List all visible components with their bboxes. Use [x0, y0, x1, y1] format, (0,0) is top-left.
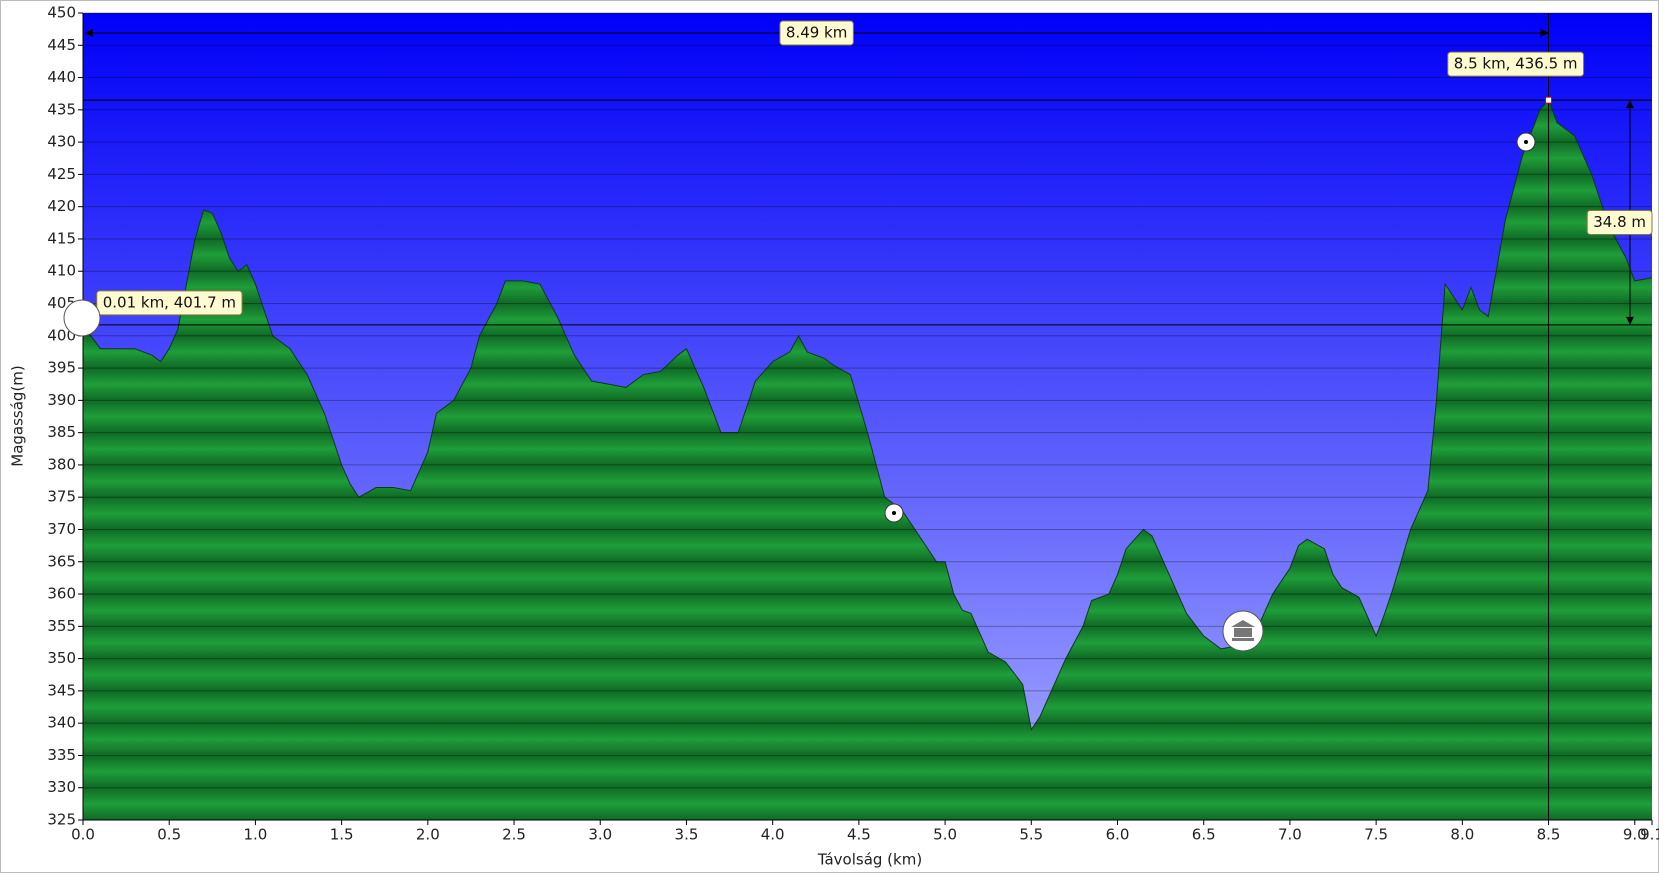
- y-tick-label: 435: [47, 100, 76, 118]
- y-tick-label: 365: [47, 552, 76, 570]
- y-tick-label: 330: [47, 778, 76, 796]
- y-tick-label: 385: [47, 423, 76, 441]
- y-axis-label: Magasság(m): [9, 365, 27, 467]
- y-tick-label: 340: [47, 714, 76, 732]
- point-label-box: [96, 290, 243, 316]
- y-tick-label: 415: [47, 229, 76, 247]
- y-tick-label: 430: [47, 133, 76, 151]
- x-tick-label: 4.5: [847, 826, 871, 844]
- y-tick-label: 335: [47, 746, 76, 764]
- x-tick-label: 1.0: [243, 826, 267, 844]
- y-tick-label: 425: [47, 165, 76, 183]
- x-tick-label: 0.5: [157, 826, 181, 844]
- x-tick-label: 9.0: [1623, 826, 1647, 844]
- museum-glyph: [1231, 620, 1255, 641]
- y-tick-label: 410: [47, 262, 76, 280]
- y-tick-label: 440: [47, 68, 76, 86]
- elevation-difference-label-box: [1586, 209, 1653, 235]
- x-tick-label: 3.5: [675, 826, 699, 844]
- point-label: 8.5 km, 436.5 m: [1454, 55, 1578, 73]
- point-label: 0.01 km, 401.7 m: [103, 293, 236, 311]
- x-tick-label: 3.0: [588, 826, 612, 844]
- x-tick-label: 1.5: [330, 826, 354, 844]
- x-tick-label: 2.5: [502, 826, 526, 844]
- y-tick-label: 345: [47, 681, 76, 699]
- y-tick-label: 370: [47, 520, 76, 538]
- x-tick-label: 4.0: [761, 826, 785, 844]
- y-tick-label: 355: [47, 617, 76, 635]
- y-tick-label: 450: [47, 4, 76, 22]
- y-tick-label: 380: [47, 455, 76, 473]
- y-tick-label: 350: [47, 649, 76, 667]
- x-tick-label: 7.5: [1364, 826, 1388, 844]
- y-tick-label: 420: [47, 197, 76, 215]
- x-tick-label: 5.0: [933, 826, 957, 844]
- x-axis-label: Távolság (km): [817, 851, 922, 869]
- x-tick-label: 6.5: [1192, 826, 1216, 844]
- poi-dot: [1524, 140, 1528, 144]
- x-tick-label: 8.5: [1537, 826, 1561, 844]
- y-tick-label: 445: [47, 36, 76, 54]
- x-tick-label: 8.0: [1450, 826, 1474, 844]
- elevation-difference-label: 34.8 m: [1593, 213, 1646, 231]
- y-tick-label: 390: [47, 391, 76, 409]
- x-tick-label: 7.0: [1278, 826, 1302, 844]
- y-tick-label: 325: [47, 811, 76, 829]
- x-tick-label: 5.5: [1019, 826, 1043, 844]
- poi-dot: [892, 511, 896, 515]
- point-label-box: [1447, 51, 1585, 77]
- x-tick-label: 9.1: [1640, 826, 1659, 844]
- point-marker: [1545, 96, 1553, 104]
- distance-label-box: [779, 20, 854, 46]
- poi-icon: [63, 299, 101, 337]
- x-tick-label: 2.0: [416, 826, 440, 844]
- y-tick-label: 360: [47, 585, 76, 603]
- y-tick-label: 395: [47, 359, 76, 377]
- y-tick-label: 375: [47, 488, 76, 506]
- x-tick-label: 6.0: [1106, 826, 1130, 844]
- elevation-line: [82, 99, 1653, 731]
- distance-label: 8.49 km: [786, 24, 847, 42]
- x-tick-label: 0.0: [71, 826, 95, 844]
